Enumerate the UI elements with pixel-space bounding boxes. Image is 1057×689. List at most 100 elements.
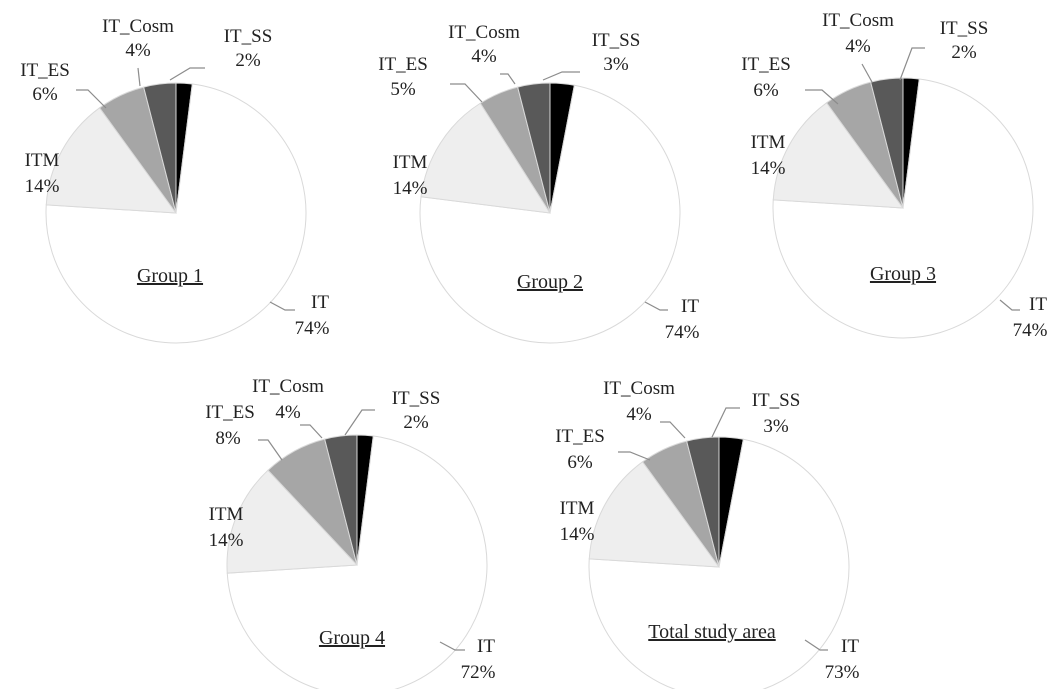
leader-line-it-cosm <box>500 73 516 85</box>
slice-label-it-cosm-pct: 4% <box>125 40 151 61</box>
slice-label-it-cosm-pct: 4% <box>471 46 497 67</box>
slice-label-it-cosm-name: IT_Cosm <box>448 22 520 43</box>
pie-slice-it-cosm <box>870 77 904 209</box>
slice-label-it-cosm-name: IT_Cosm <box>102 16 174 37</box>
slice-label-it-pct: 74% <box>665 322 700 343</box>
slice-label-it-ss-name: IT_SS <box>592 30 641 51</box>
pie-slice-it <box>226 435 488 689</box>
slice-label-it-name: IT <box>477 636 495 657</box>
pie-chart-group-3: IT_SS 2% IT_Cosm 4% IT_ES 6% ITM 14% IT … <box>741 10 1047 341</box>
pie-slice-itm <box>420 102 551 214</box>
slice-label-it-name: IT <box>841 636 859 657</box>
leader-line-it <box>804 639 828 651</box>
pie-slice-it-cosm <box>517 82 551 214</box>
leader-line-it-ss <box>344 409 375 436</box>
pie-slice-itm <box>45 107 178 214</box>
slice-label-it-es-pct: 6% <box>753 80 779 101</box>
leader-line-it-es <box>258 439 283 461</box>
slice-label-it-ss-name: IT_SS <box>752 390 801 411</box>
slice-label-it-es-name: IT_ES <box>205 402 255 423</box>
slice-label-it-es-name: IT_ES <box>20 60 70 81</box>
pie-slice-it <box>419 84 681 344</box>
leader-line-it-ss <box>711 407 740 438</box>
slice-label-it-name: IT <box>681 296 699 317</box>
slice-label-itm-name: ITM <box>560 498 595 519</box>
slice-label-it-ss-pct: 2% <box>951 42 977 63</box>
pie-slice-it-cosm <box>686 436 720 568</box>
leader-lines <box>76 67 295 311</box>
slice-label-it-ss-pct: 3% <box>603 54 629 75</box>
slice-label-it-pct: 74% <box>1013 320 1048 341</box>
slice-label-it-pct: 72% <box>461 662 496 683</box>
slice-label-it-ss-name: IT_SS <box>224 26 273 47</box>
slice-label-itm-pct: 14% <box>751 158 786 179</box>
leader-line-it <box>439 641 465 651</box>
pie-slices <box>419 82 681 344</box>
slice-label-it-cosm-name: IT_Cosm <box>252 376 324 397</box>
chart-title-group-2: Group 2 <box>517 271 583 293</box>
chart-title-group-4: Group 4 <box>319 627 385 649</box>
leader-line-it-cosm <box>660 421 686 439</box>
leader-lines <box>805 47 1020 311</box>
slice-label-it-es-pct: 6% <box>567 452 593 473</box>
leader-line-it-es <box>450 83 483 103</box>
slice-label-it-ss-pct: 2% <box>403 412 429 433</box>
slice-label-it-es-pct: 6% <box>32 84 58 105</box>
slice-label-it-cosm-pct: 4% <box>626 404 652 425</box>
leader-line-it-ss <box>542 71 580 81</box>
slice-label-it-cosm-name: IT_Cosm <box>603 378 675 399</box>
slice-label-it-pct: 74% <box>295 318 330 339</box>
pie-chart-group-1: IT_SS 2% IT_Cosm 4% IT_ES 6% ITM 14% IT … <box>20 16 330 344</box>
slice-label-it-cosm-pct: 4% <box>845 36 871 57</box>
slice-label-it-ss-name: IT_SS <box>940 18 989 39</box>
leader-line-it-cosm <box>300 424 323 439</box>
slice-label-itm-name: ITM <box>751 132 786 153</box>
slice-label-it-ss-name: IT_SS <box>392 388 441 409</box>
pie-slices <box>772 77 1034 339</box>
pie-slice-it-cosm <box>324 434 358 566</box>
slice-label-it-cosm-name: IT_Cosm <box>822 10 894 31</box>
chart-title-group-1: Group 1 <box>137 265 203 287</box>
leader-line-it <box>999 299 1020 311</box>
slice-label-itm-name: ITM <box>393 152 428 173</box>
slice-label-it-es-pct: 8% <box>215 428 241 449</box>
slice-label-itm-name: ITM <box>25 150 60 171</box>
slice-label-itm-pct: 14% <box>560 524 595 545</box>
slice-label-itm-pct: 14% <box>393 178 428 199</box>
slice-label-it-cosm-pct: 4% <box>275 402 301 423</box>
pie-chart-group-2: IT_SS 3% IT_Cosm 4% IT_ES 5% ITM 14% IT … <box>378 22 700 344</box>
leader-line-it-cosm <box>861 63 873 83</box>
pie-slice-itm <box>588 461 721 568</box>
leader-lines <box>450 71 668 311</box>
chart-title-group-3: Group 3 <box>870 263 936 285</box>
leader-line-it <box>644 301 668 311</box>
slice-label-it-ss-pct: 3% <box>763 416 789 437</box>
pie-slice-itm <box>772 102 905 209</box>
slice-label-itm-pct: 14% <box>25 176 60 197</box>
leader-lines <box>618 407 828 651</box>
leader-line-it <box>269 301 295 311</box>
leader-line-it-ss <box>899 47 925 81</box>
slice-label-itm-pct: 14% <box>209 530 244 551</box>
pie-slice-it-cosm <box>143 82 177 214</box>
slice-label-it-name: IT <box>1029 294 1047 315</box>
leader-lines <box>258 409 465 651</box>
pie-slices <box>588 436 850 689</box>
slice-label-it-name: IT <box>311 292 329 313</box>
slice-label-it-es-name: IT_ES <box>741 54 791 75</box>
leader-line-it-es <box>76 89 107 109</box>
leader-line-it-ss <box>169 67 205 81</box>
leader-line-it-es <box>805 89 839 105</box>
pie-slices <box>45 82 307 344</box>
slice-label-itm-name: ITM <box>209 504 244 525</box>
slice-label-it-es-name: IT_ES <box>378 54 428 75</box>
chart-title-total-study-area: Total study area <box>648 621 776 643</box>
pie-chart-group-4: IT_SS 2% IT_Cosm 4% IT_ES 8% ITM 14% IT … <box>205 376 496 689</box>
pie-slices <box>226 434 488 689</box>
slice-label-it-es-name: IT_ES <box>555 426 605 447</box>
pie-slice-itm <box>226 469 359 574</box>
leader-line-it-es <box>618 451 651 461</box>
slice-label-it-pct: 73% <box>825 662 860 683</box>
leader-line-it-cosm <box>137 67 141 87</box>
